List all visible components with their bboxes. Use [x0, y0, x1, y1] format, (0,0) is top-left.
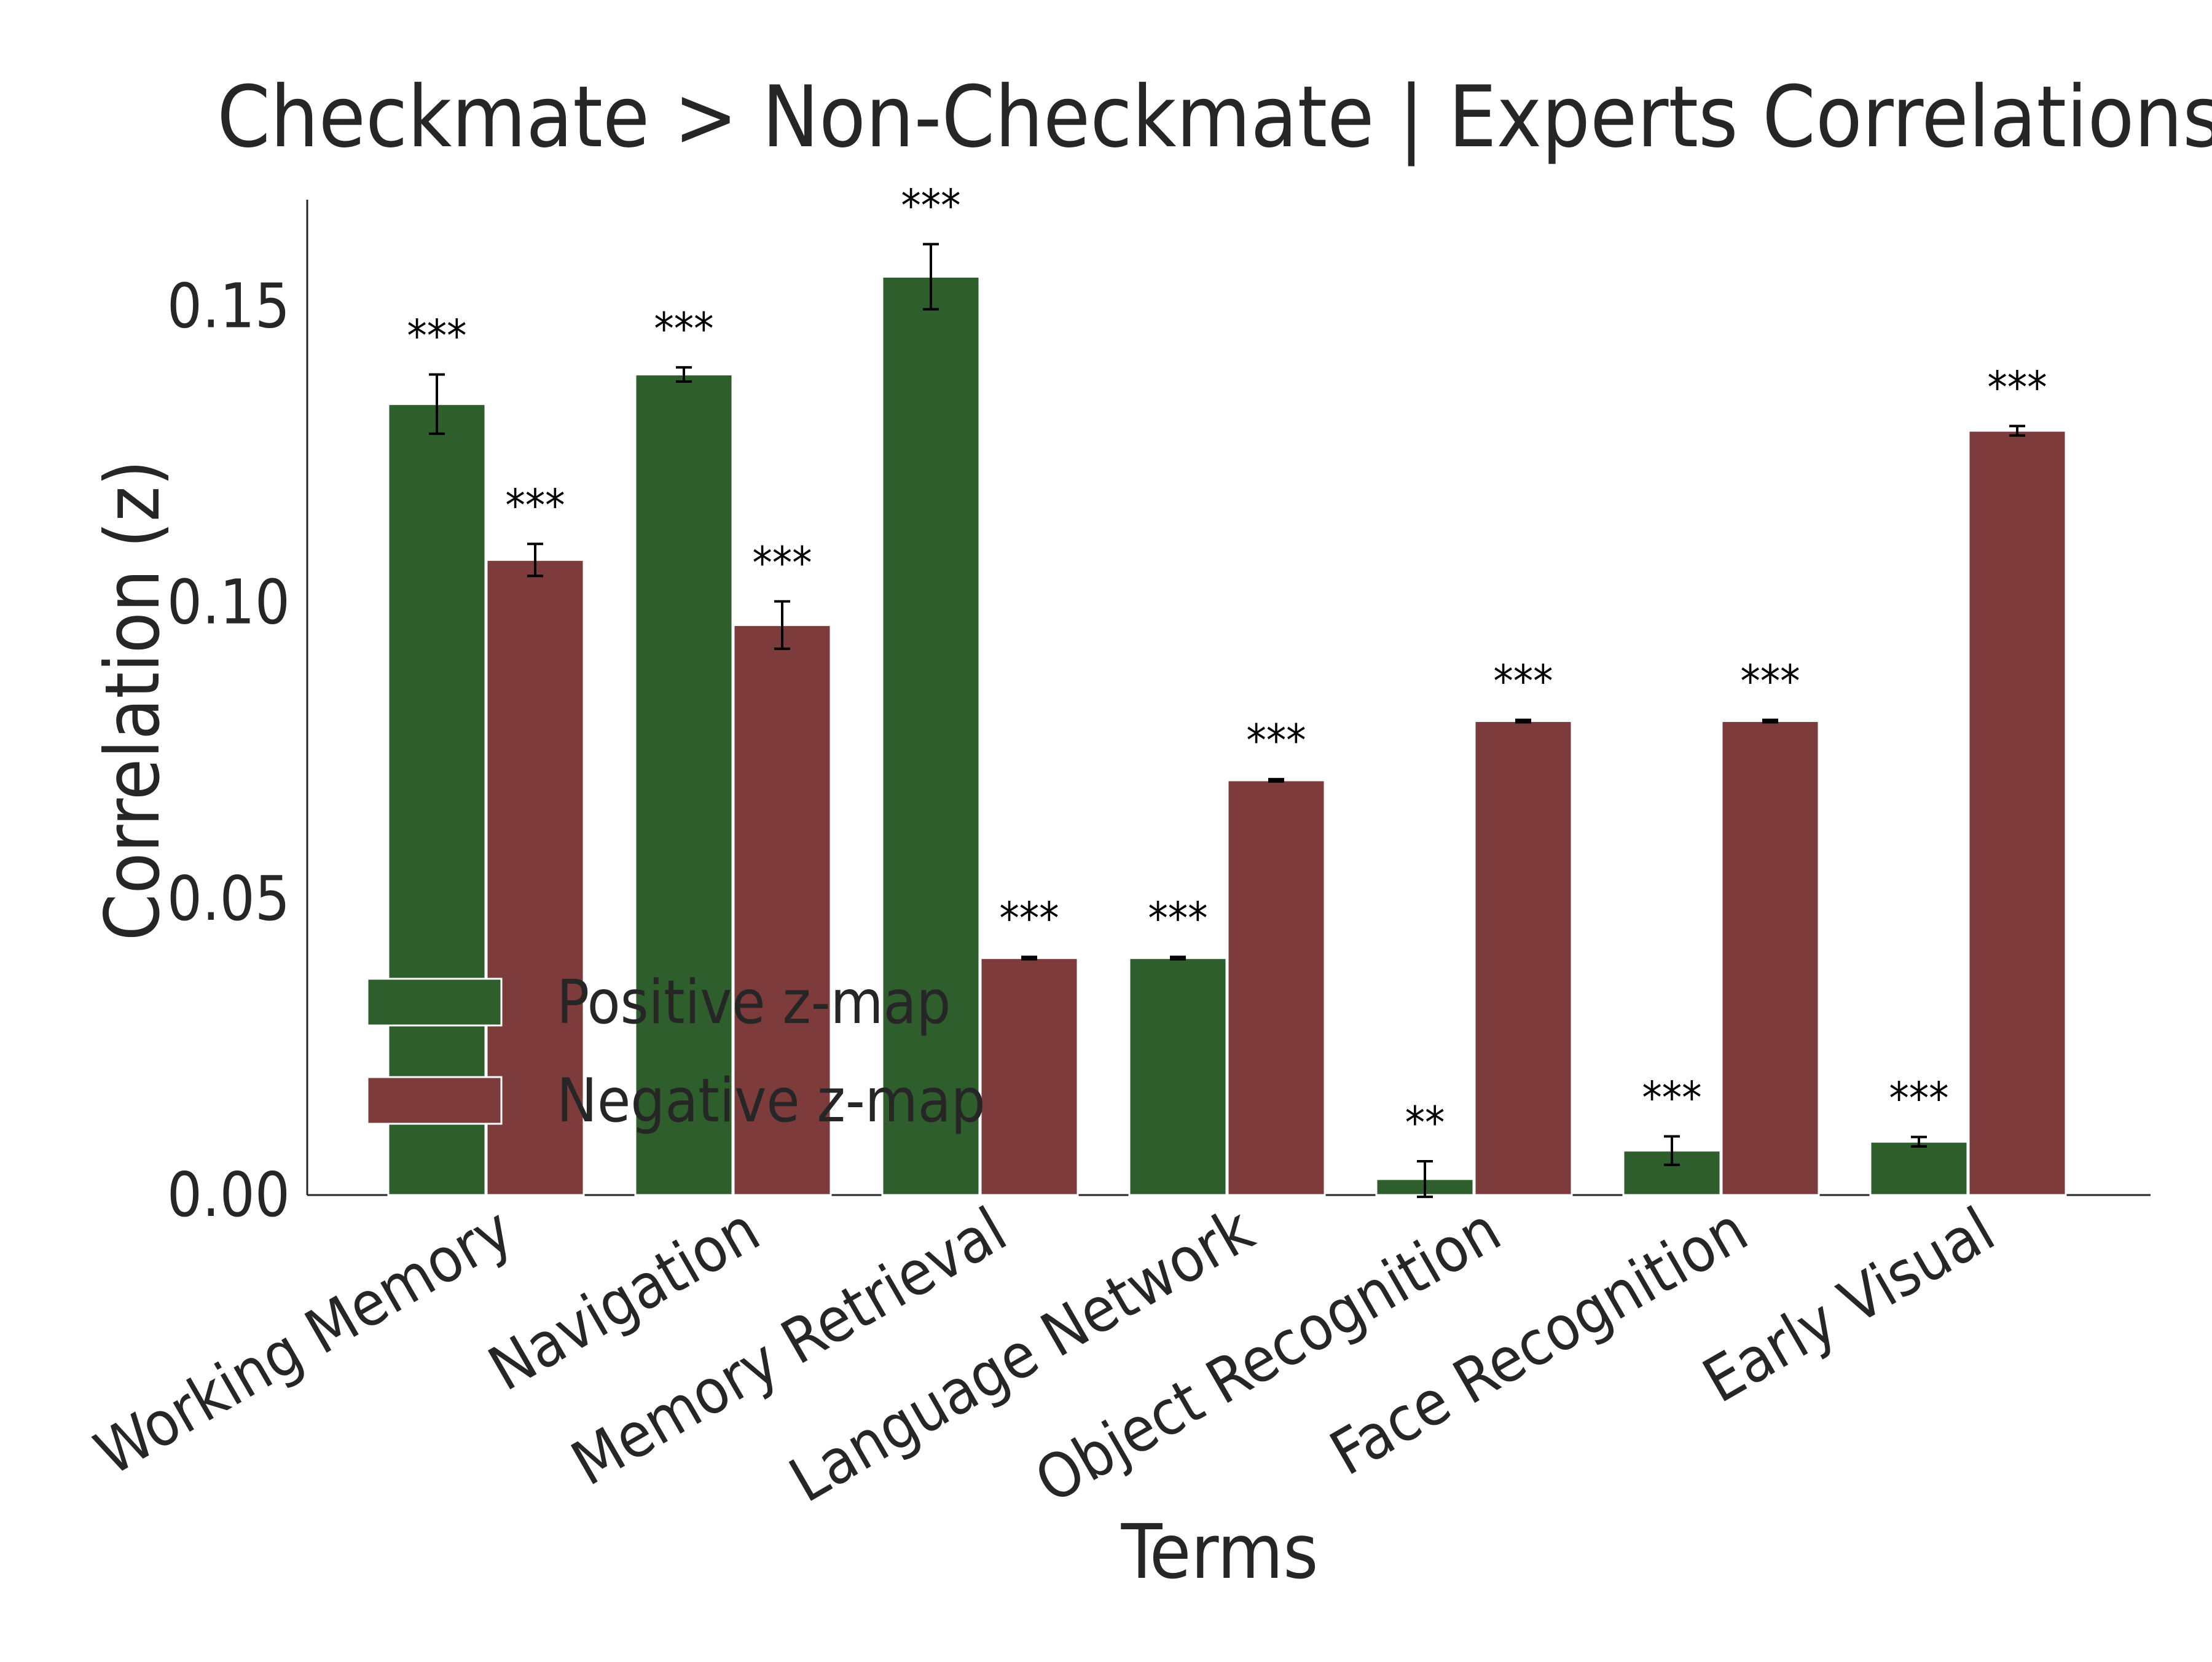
- bar: [732, 624, 832, 1196]
- significance-label: ***: [901, 179, 960, 231]
- significance-label: **: [1405, 1097, 1445, 1148]
- significance-label: ***: [1642, 1072, 1701, 1124]
- bar: [1226, 779, 1326, 1196]
- x-tick-label: Working Memory: [84, 1193, 524, 1489]
- legend-swatch: [366, 1076, 503, 1125]
- plot-area: 0.000.050.100.15 ******Working Memory****…: [84, 179, 2151, 1517]
- bar: [1869, 1140, 1969, 1196]
- bar: [1473, 720, 1573, 1196]
- legend-swatch: [366, 978, 503, 1027]
- bar: [485, 559, 585, 1196]
- bar: [387, 403, 487, 1196]
- chart-title: Checkmate > Non-Checkmate | Experts Corr…: [217, 68, 2212, 167]
- legend-label: Negative z-map: [557, 1066, 986, 1136]
- significance-label: ***: [407, 310, 466, 361]
- y-tick-label: 0.00: [167, 1159, 290, 1231]
- significance-label: ***: [1740, 656, 1800, 707]
- y-tick-label: 0.10: [167, 566, 290, 638]
- x-tick-label: Language Network: [778, 1193, 1265, 1516]
- significance-label: ***: [999, 892, 1059, 944]
- significance-label: ***: [1889, 1073, 1948, 1124]
- legend: Positive z-map Negative z-map: [366, 968, 986, 1136]
- y-tick-label: 0.05: [167, 863, 290, 935]
- bar: [1128, 957, 1228, 1196]
- significance-label: ***: [1987, 361, 2047, 413]
- x-tick-label: Face Recognition: [1319, 1193, 1759, 1489]
- bar: [634, 373, 734, 1196]
- significance-label: ***: [1246, 715, 1306, 766]
- significance-label: ***: [1493, 656, 1553, 707]
- bar: [881, 275, 981, 1196]
- significance-label: ***: [505, 479, 565, 531]
- y-tick-label: 0.15: [167, 270, 290, 342]
- significance-label: ***: [1148, 892, 1207, 944]
- bar: [979, 957, 1079, 1196]
- y-axis-label: Correlation (z): [89, 460, 176, 941]
- bar: [1720, 720, 1820, 1196]
- significance-label: ***: [752, 537, 812, 589]
- x-axis-label: Terms: [1121, 1508, 1319, 1596]
- significance-label: ***: [654, 303, 713, 355]
- bar: [1967, 429, 2067, 1196]
- legend-label: Positive z-map: [557, 968, 951, 1038]
- x-tick-label: Object Recognition: [1024, 1193, 1512, 1517]
